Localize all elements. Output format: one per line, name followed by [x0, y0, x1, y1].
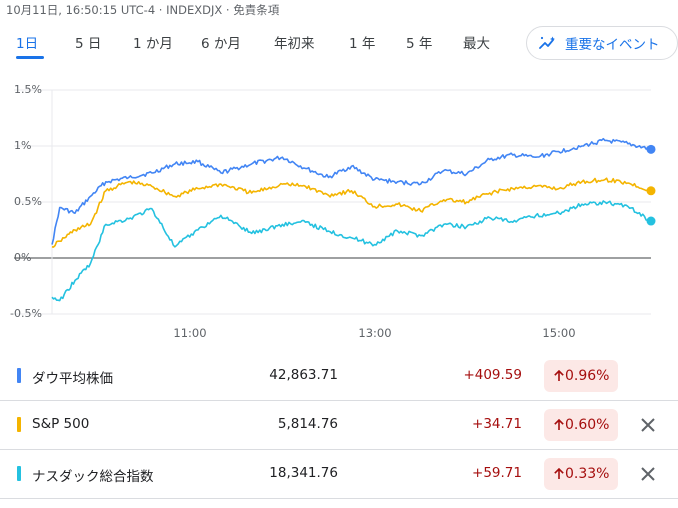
arrow-up-icon — [554, 468, 564, 479]
index-line-chart — [14, 89, 656, 315]
x-tick-label: 15:00 — [542, 326, 576, 340]
series-end-point — [646, 144, 656, 154]
quote-timestamp: 10月11日, 16:50:15 UTC-4 · INDEXDJX · 免責条項 — [6, 3, 280, 17]
chart-end-markers — [646, 144, 656, 226]
index-change: +34.71 — [472, 416, 522, 432]
x-tick-label: 11:00 — [173, 326, 207, 340]
index-value: 18,341.76 — [269, 465, 338, 481]
chart-grid — [14, 89, 651, 315]
tab-1-day[interactable]: 1日 — [16, 36, 39, 52]
close-icon[interactable] — [638, 415, 658, 435]
series-line — [51, 200, 652, 302]
y-tick-label: 0% — [14, 251, 32, 264]
index-name: ダウ平均株価 — [32, 371, 113, 387]
y-tick-label: -0.5% — [10, 307, 42, 320]
y-tick-label: 1.5% — [14, 83, 42, 96]
series-line — [51, 137, 652, 245]
percent-change-badge: 0.33% — [544, 458, 619, 490]
arrow-up-icon — [554, 419, 564, 430]
index-list: ダウ平均株価 42,863.71 +409.59 0.96% S&P 500 5… — [0, 352, 678, 499]
percent-change-badge: 0.60% — [544, 409, 619, 441]
trend-sparkle-icon — [539, 36, 555, 49]
index-name: S&P 500 — [32, 416, 90, 432]
range-tabs: 1日 5 日 1 か月 6 か月 年初来 1 年 5 年 最大 — [0, 32, 520, 60]
series-end-point — [646, 186, 656, 196]
index-value: 5,814.76 — [277, 416, 338, 432]
y-tick-label: 1% — [14, 139, 32, 152]
chart-series — [51, 137, 652, 302]
y-tick-label: 0.5% — [14, 195, 42, 208]
key-events-button[interactable]: 重要なイベント — [526, 26, 678, 60]
arrow-up-icon — [554, 370, 564, 381]
tab-5-days[interactable]: 5 日 — [75, 36, 102, 52]
series-line — [51, 177, 652, 248]
key-events-label: 重要なイベント — [565, 37, 660, 53]
index-name: ナスダック総合指数 — [32, 469, 154, 485]
index-row-dow[interactable]: ダウ平均株価 42,863.71 +409.59 0.96% — [0, 352, 678, 401]
tab-ytd[interactable]: 年初来 — [274, 36, 315, 52]
index-row-sp500[interactable]: S&P 500 5,814.76 +34.71 0.60% — [0, 401, 678, 450]
index-change: +59.71 — [472, 465, 522, 481]
series-color-swatch — [17, 368, 21, 383]
percent-change-badge: 0.96% — [544, 360, 619, 392]
tab-6-months[interactable]: 6 か月 — [201, 36, 241, 52]
percent-change: 0.96% — [565, 368, 610, 384]
percent-change: 0.33% — [565, 466, 610, 482]
percent-change: 0.60% — [565, 417, 610, 433]
index-row-nasdaq[interactable]: ナスダック総合指数 18,341.76 +59.71 0.33% — [0, 450, 678, 499]
index-change: +409.59 — [463, 367, 522, 383]
active-tab-indicator — [16, 56, 44, 59]
tab-1-month[interactable]: 1 か月 — [133, 36, 173, 52]
series-color-swatch — [17, 466, 21, 481]
x-tick-label: 13:00 — [358, 326, 392, 340]
tab-5-years[interactable]: 5 年 — [406, 36, 433, 52]
index-value: 42,863.71 — [269, 367, 338, 383]
series-end-point — [646, 216, 656, 226]
close-icon[interactable] — [638, 464, 658, 484]
series-color-swatch — [17, 417, 21, 432]
tab-1-year[interactable]: 1 年 — [349, 36, 376, 52]
tab-max[interactable]: 最大 — [463, 36, 490, 52]
